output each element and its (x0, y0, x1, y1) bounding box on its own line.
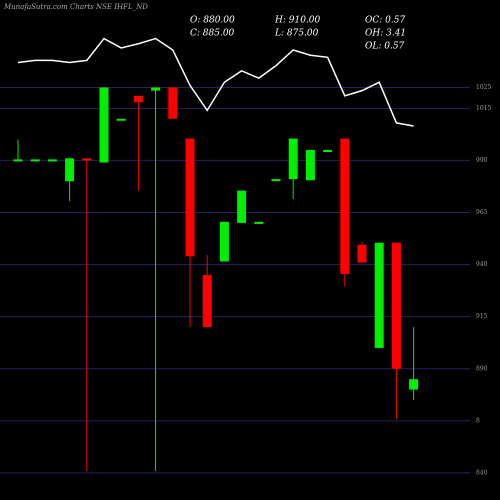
candle-body (391, 242, 401, 369)
candle-body (82, 158, 92, 161)
y-tick-label: 8 (476, 417, 480, 424)
y-tick-label: 990 (476, 157, 488, 164)
candle-body (271, 179, 281, 182)
candle-body (340, 138, 350, 274)
candle-body (323, 150, 333, 152)
candle-body (357, 244, 367, 263)
candle-body (288, 138, 298, 180)
candle-body (13, 159, 23, 162)
candle-body (151, 87, 161, 91)
candle-body (202, 275, 212, 328)
candle-body (185, 138, 195, 257)
y-tick-label: 965 (476, 209, 488, 216)
candle-body (116, 118, 126, 121)
candle-body (99, 87, 109, 163)
y-tick-label: 1015 (476, 105, 491, 112)
ohlc-info: OL: 0.57 (365, 42, 405, 52)
candle-body (65, 158, 75, 182)
ohlc-info: OH: 3.41 (365, 29, 406, 39)
candle-body (30, 159, 40, 162)
candle-body (168, 87, 178, 119)
candle-body (409, 379, 419, 390)
ohlc-info: C: 885.00 (190, 29, 235, 39)
chart-title: MunafaSutra.com Charts NSE IHFL_ND (3, 3, 148, 11)
candle-body (305, 150, 315, 181)
ohlc-info: O: 880.00 (190, 16, 235, 26)
y-tick-label: 840 (476, 469, 488, 476)
y-tick-label: 915 (476, 313, 488, 320)
y-tick-label: 940 (476, 261, 488, 268)
y-tick-label: 1025 (476, 84, 491, 91)
candle-body (374, 242, 384, 348)
ohlc-info: L: 875.00 (274, 29, 319, 39)
candle-body (133, 95, 143, 103)
indicator-line (17, 37, 414, 127)
ohlc-info: H: 910.00 (274, 16, 321, 26)
candle-body (47, 159, 57, 162)
candle-body (237, 190, 247, 223)
y-tick-label: 890 (476, 365, 488, 372)
ohlc-info: OC: 0.57 (365, 16, 405, 26)
candle-body (254, 221, 264, 224)
candle-body (219, 221, 229, 262)
